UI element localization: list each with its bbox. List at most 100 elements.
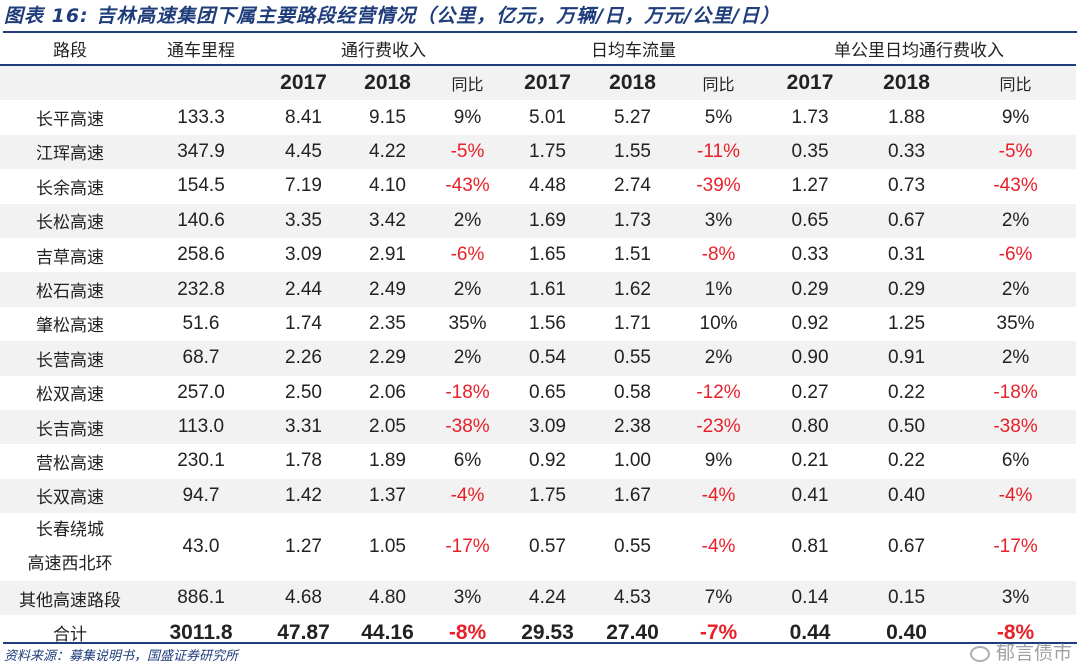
value-cell: 0.55 [590, 341, 676, 376]
value-cell: -5% [955, 134, 1077, 170]
value-cell: 3.42 [345, 203, 430, 238]
value-cell: 1.67 [590, 478, 676, 514]
value-cell: 27.40 [606, 620, 659, 644]
value-cell: 8.41 [285, 106, 322, 128]
value-cell: 0.57 [529, 536, 566, 558]
value-cell: -4% [955, 478, 1077, 514]
road-name-cell: 江珲高速 [0, 134, 140, 170]
value-cell: 94.7 [140, 478, 262, 514]
value-cell: 1.61 [505, 272, 591, 307]
value-cell: 0.14 [762, 581, 859, 616]
road-name-cell: 长春绕城 高速西北环 [27, 520, 113, 575]
value-cell: -39% [696, 175, 741, 197]
value-cell: 2.05 [345, 409, 430, 445]
value-cell: 4.45 [262, 134, 345, 170]
road-name-cell: 肇松高速 [36, 316, 104, 337]
value-cell: 0.40 [858, 478, 956, 514]
value-cell: 0.29 [762, 272, 859, 307]
value-cell: 0.27 [791, 381, 829, 403]
value-cell: -4% [701, 536, 736, 558]
value-cell: 1.00 [614, 450, 651, 472]
value-cell: 2% [955, 341, 1077, 376]
value-cell: 0.31 [888, 244, 926, 266]
value-cell: 1.56 [529, 312, 566, 334]
value-cell: 1.88 [888, 106, 926, 128]
value-cell: 9% [1001, 106, 1030, 128]
value-cell: 0.67 [858, 203, 956, 238]
road-operations-table: 路段 通车里程 通行费收入 日均车流量 单公里日均通行费收入 2017 2018 同… [0, 33, 1077, 650]
value-cell: -43% [445, 175, 490, 197]
road-name-cell: 松双高速 [36, 385, 104, 406]
value-cell: 1.37 [345, 478, 430, 514]
header-mileage: 通车里程 [140, 33, 262, 66]
value-cell: 2.35 [369, 312, 406, 334]
value-cell: 6% [453, 450, 482, 472]
value-cell: 4.10 [369, 175, 406, 197]
value-cell: -17% [993, 536, 1038, 558]
value-cell: 1.78 [285, 450, 322, 472]
header-revenue-per-km: 单公里日均通行费收入 [762, 33, 1077, 66]
value-cell: 4.48 [529, 175, 566, 197]
value-cell: 7.19 [285, 175, 322, 197]
table-row: 松双高速 257.0 2.50 2.06 -18% 0.65 0.58 -12% 0.27 0.2… [0, 376, 1076, 410]
value-cell: -6% [450, 244, 485, 266]
watermark: 郁言债市 [969, 643, 1072, 664]
value-cell: 7% [675, 581, 763, 616]
value-cell: 35% [448, 312, 487, 334]
value-cell: 2.74 [614, 175, 651, 197]
value-cell: 2.91 [369, 244, 406, 266]
road-name-cell: 营松高速 [36, 453, 104, 474]
subheader-cell: 同比 [430, 65, 506, 101]
subheader-cell: 2017 [762, 65, 859, 101]
header-toll-revenue: 通行费收入 [262, 33, 506, 66]
header-row-groups: 路段 通车里程 通行费收入 日均车流量 单公里日均通行费收入 [0, 33, 1077, 66]
value-cell: 2% [430, 203, 506, 238]
value-cell: 1.51 [614, 244, 651, 266]
value-cell: -7% [699, 620, 738, 644]
value-cell: 2% [955, 203, 1077, 238]
value-cell: 0.40 [886, 620, 927, 644]
value-cell: 0.21 [791, 450, 829, 472]
value-cell: 2% [430, 272, 506, 307]
bottom-rule [3, 642, 1077, 644]
value-cell: 0.80 [762, 409, 859, 445]
value-cell: 0.44 [789, 620, 831, 644]
value-cell: 2.49 [345, 272, 430, 307]
value-cell: 1.62 [590, 272, 676, 307]
value-cell: -5% [430, 134, 506, 170]
value-cell: 0.65 [762, 203, 859, 238]
value-cell: 9.15 [369, 106, 406, 128]
road-name-cell: 长余高速 [36, 178, 104, 199]
value-cell: 3.31 [262, 409, 345, 445]
table-row: 肇松高速 51.6 1.74 2.35 35% 1.56 1.71 10% 0.92 1.25 35… [0, 307, 1076, 341]
value-cell: 0.22 [888, 381, 926, 403]
value-cell: 3.09 [285, 244, 322, 266]
road-name-cell: 长营高速 [0, 341, 140, 376]
header-daily-traffic: 日均车流量 [505, 33, 763, 66]
value-cell: -8% [996, 620, 1035, 644]
value-cell: 2% [675, 341, 763, 376]
value-cell: 257.0 [177, 381, 225, 403]
value-cell: 4.53 [590, 581, 676, 616]
value-cell: -6% [998, 244, 1033, 266]
table-row: 营松高速 230.1 1.78 1.89 6% 0.92 1.00 9% 0.21 0.22 6% [0, 444, 1076, 478]
subheader-cell: 2018 [858, 65, 956, 101]
value-cell: 2.29 [345, 341, 430, 376]
road-name-cell: 吉草高速 [36, 247, 104, 268]
empty-cell [140, 65, 262, 101]
value-cell: 1.73 [590, 203, 676, 238]
value-cell: 4.80 [345, 581, 430, 616]
value-cell: 2.26 [262, 341, 345, 376]
subheader-cell: 同比 [955, 65, 1077, 101]
value-cell: 0.92 [791, 312, 829, 334]
value-cell: -38% [955, 409, 1077, 445]
value-cell: 0.33 [791, 244, 829, 266]
value-cell: 0.65 [529, 381, 566, 403]
top-rule [3, 31, 1077, 33]
value-cell: 35% [996, 312, 1035, 334]
value-cell: 9% [704, 450, 733, 472]
value-cell: 2.50 [285, 381, 322, 403]
table-row: 长营高速 68.7 2.26 2.29 2% 0.54 0.55 2% 0.90 0.91 2% [0, 341, 1077, 376]
value-cell: 0.54 [505, 341, 591, 376]
table-row: 松石高速 232.8 2.44 2.49 2% 1.61 1.62 1% 0.29 0.29 2% [0, 272, 1077, 307]
